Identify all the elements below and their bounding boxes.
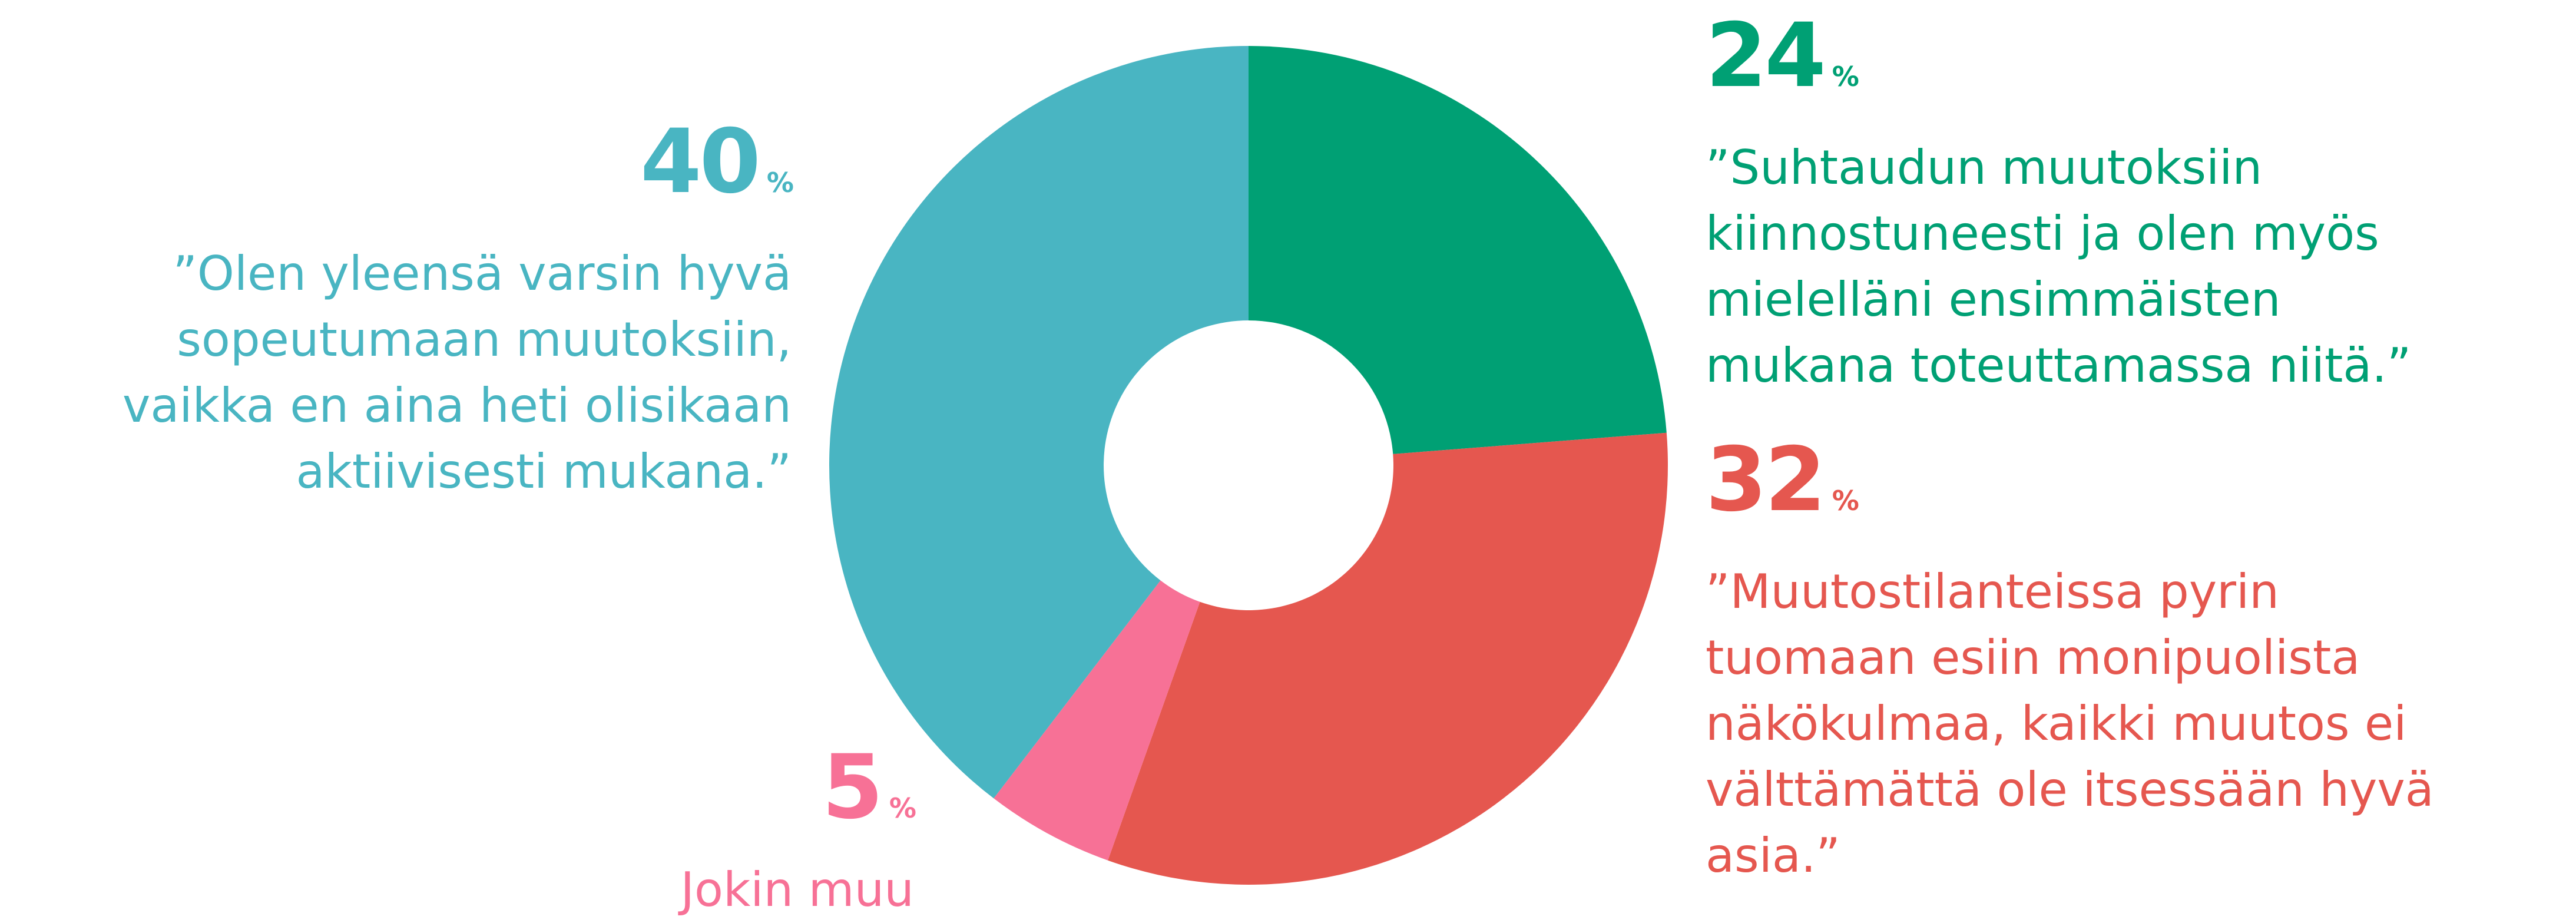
percent-value: 40% (122, 118, 794, 227)
category-label: ”Olen yleensä varsin hyvä sopeutumaan mu… (122, 246, 792, 499)
donut-slice (1249, 46, 1667, 454)
slice-label: 5% Jokin muu (680, 743, 916, 923)
percent-sign: % (766, 167, 794, 199)
donut-slice (994, 580, 1200, 861)
percent-sign: % (1832, 485, 1859, 517)
value-label: 32 (1706, 429, 1826, 531)
category-label: Jokin muu (680, 862, 914, 917)
percent-sign: % (1832, 61, 1859, 92)
value-label: 24 (1706, 5, 1826, 107)
donut-slice (1108, 432, 1668, 885)
value-label: 5 (822, 736, 883, 839)
slice-label: 32% ”Muutostilanteissa pyrin tuomaan esii… (1706, 436, 2434, 889)
percent-sign: % (889, 792, 916, 824)
value-label: 40 (640, 111, 761, 213)
percent-value: 24% (1706, 12, 2411, 121)
slice-label: 40% ”Olen yleensä varsin hyvä sopeutumaan… (122, 118, 794, 505)
percent-value: 32% (1706, 436, 2434, 545)
category-label: ”Suhtaudun muutoksiin kiinnostuneesti ja… (1706, 140, 2412, 393)
percent-value: 5% (680, 743, 916, 852)
donut-slice (829, 45, 1249, 799)
slice-label: 24% ”Suhtaudun muutoksiin kiinnostuneesti… (1706, 12, 2411, 399)
category-label: ”Muutostilanteissa pyrin tuomaan esiin m… (1706, 564, 2434, 883)
